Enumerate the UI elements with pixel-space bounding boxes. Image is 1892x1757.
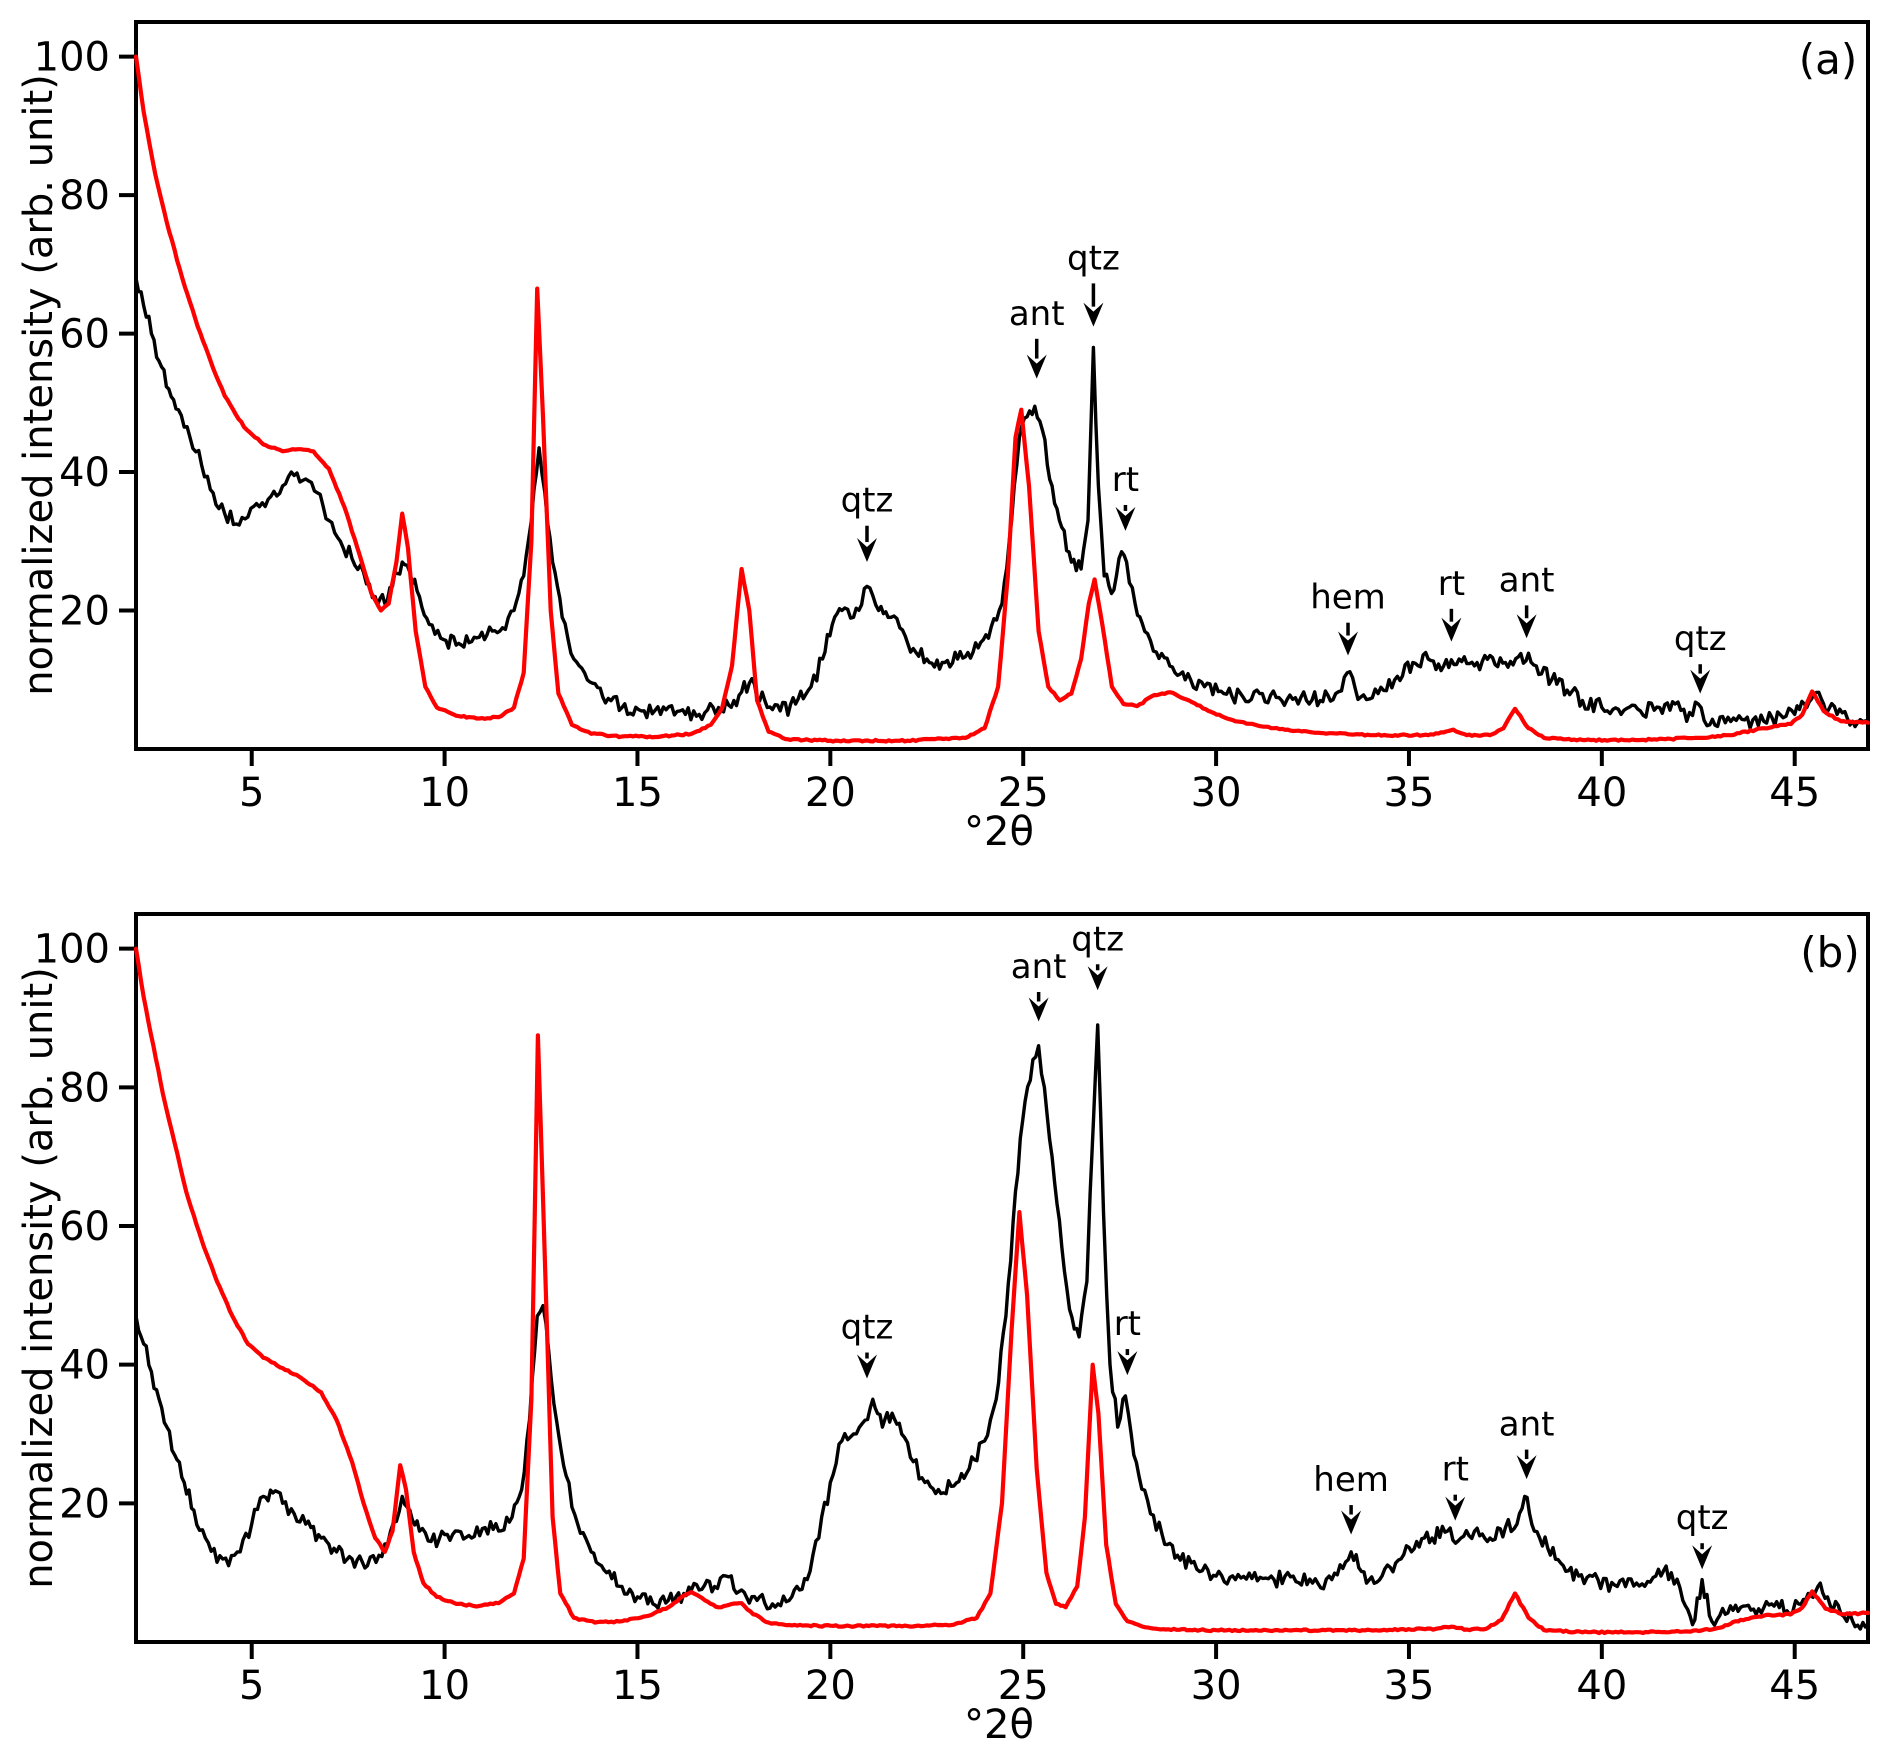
x-tick-label: 35 xyxy=(1384,770,1435,816)
y-tick-label: 40 xyxy=(59,1343,110,1389)
down-arrow-icon xyxy=(1516,614,1537,639)
x-tick-label: 35 xyxy=(1384,1663,1435,1709)
annotation-ant: ant xyxy=(1009,294,1065,379)
down-arrow-icon xyxy=(1692,1545,1713,1570)
x-tick-label: 30 xyxy=(1191,770,1242,816)
y-tick-label: 20 xyxy=(59,1481,110,1527)
annotation-label: qtz xyxy=(1067,238,1120,278)
plot-border xyxy=(134,912,1870,1644)
reference-pattern-trace xyxy=(133,946,1871,1636)
x-tick-label: 30 xyxy=(1191,1663,1242,1709)
down-arrow-icon xyxy=(1516,1455,1537,1480)
x-tick-label: 20 xyxy=(805,1663,856,1709)
x-tick-label: 40 xyxy=(1576,770,1627,816)
annotation-ant: ant xyxy=(1011,947,1067,1022)
annotation-label: qtz xyxy=(841,1308,894,1348)
down-arrow-icon xyxy=(1341,1510,1362,1535)
annotation-hem: hem xyxy=(1310,578,1386,656)
annotation-qtz: qtz xyxy=(1676,1498,1729,1570)
x-tick-label: 5 xyxy=(239,1663,264,1709)
annotation-hem: hem xyxy=(1313,1460,1389,1535)
down-arrow-icon xyxy=(1690,669,1711,694)
annotation-label: ant xyxy=(1499,560,1555,600)
annotation-label: hem xyxy=(1313,1460,1389,1500)
annotation-label: ant xyxy=(1009,294,1065,334)
annotation-label: hem xyxy=(1310,578,1386,618)
annotation-label: qtz xyxy=(841,481,894,521)
annotation-qtz: qtz xyxy=(841,1308,894,1379)
panel-b-corner-label: (b) xyxy=(1800,928,1859,977)
annotation-rt: rt xyxy=(1114,1304,1141,1376)
x-tick-label: 40 xyxy=(1576,1663,1627,1709)
annotation-qtz: qtz xyxy=(1067,238,1120,327)
panel-b-x-axis-label: °2θ xyxy=(964,1702,1034,1748)
y-tick-label: 100 xyxy=(34,35,110,81)
x-tick-label: 45 xyxy=(1769,770,1820,816)
annotation-label: rt xyxy=(1442,1450,1469,1490)
annotation-qtz: qtz xyxy=(1071,919,1124,991)
y-tick-label: 80 xyxy=(59,173,110,219)
down-arrow-icon xyxy=(856,538,877,563)
x-tick-label: 10 xyxy=(419,1663,470,1709)
annotation-rt: rt xyxy=(1112,460,1139,531)
x-tick-label: 15 xyxy=(612,770,663,816)
annotation-label: rt xyxy=(1438,564,1465,604)
down-arrow-icon xyxy=(1026,354,1047,379)
down-arrow-icon xyxy=(1117,1351,1138,1376)
annotation-rt: rt xyxy=(1442,1450,1469,1521)
panel-a-corner-label: (a) xyxy=(1799,35,1858,84)
y-tick-label: 60 xyxy=(59,1204,110,1250)
annotation-label: qtz xyxy=(1674,619,1727,659)
panel-a-y-axis-label: normalized intensity (arb. unit) xyxy=(16,74,62,696)
y-tick-label: 40 xyxy=(59,450,110,496)
plot-border xyxy=(134,20,1870,751)
y-tick-label: 20 xyxy=(59,589,110,635)
down-arrow-icon xyxy=(1445,1496,1466,1521)
annotation-label: ant xyxy=(1499,1405,1555,1445)
down-arrow-icon xyxy=(1441,617,1462,642)
annotation-label: ant xyxy=(1011,947,1067,987)
annotation-qtz: qtz xyxy=(1674,619,1727,694)
panel-a-x-axis-label: °2θ xyxy=(964,809,1034,855)
annotation-label: qtz xyxy=(1071,919,1124,959)
x-tick-label: 15 xyxy=(612,1663,663,1709)
x-tick-label: 45 xyxy=(1769,1663,1820,1709)
annotation-label: rt xyxy=(1112,460,1139,500)
y-tick-label: 80 xyxy=(59,1065,110,1111)
down-arrow-icon xyxy=(1115,506,1136,531)
annotation-ant: ant xyxy=(1499,560,1555,639)
x-tick-label: 5 xyxy=(239,770,264,816)
down-arrow-icon xyxy=(1087,966,1108,991)
x-tick-label: 25 xyxy=(998,770,1049,816)
x-tick-label: 20 xyxy=(805,770,856,816)
annotation-label: rt xyxy=(1114,1304,1141,1344)
annotation-ant: ant xyxy=(1499,1405,1555,1480)
down-arrow-icon xyxy=(1083,302,1104,327)
reference-pattern-trace xyxy=(133,54,1871,744)
annotation-qtz: qtz xyxy=(841,481,894,563)
measured-pattern-trace xyxy=(134,1023,1870,1631)
x-tick-label: 10 xyxy=(419,770,470,816)
down-arrow-icon xyxy=(1028,997,1049,1022)
y-tick-label: 60 xyxy=(59,312,110,358)
y-tick-label: 100 xyxy=(34,927,110,973)
down-arrow-icon xyxy=(856,1354,877,1379)
panel-b-y-axis-label: normalized intensity (arb. unit) xyxy=(16,967,62,1589)
down-arrow-icon xyxy=(1338,631,1359,656)
annotation-rt: rt xyxy=(1438,564,1465,642)
x-tick-label: 25 xyxy=(998,1663,1049,1709)
panel-b: 5 10 15 20 25 30 35 40 4520406080100qtzantqtzrth… xyxy=(34,912,1871,1709)
panel-a: 5 10 15 20 25 30 35 40 4520406080100qtzantqtzrth… xyxy=(34,20,1871,816)
annotation-label: qtz xyxy=(1676,1498,1729,1538)
